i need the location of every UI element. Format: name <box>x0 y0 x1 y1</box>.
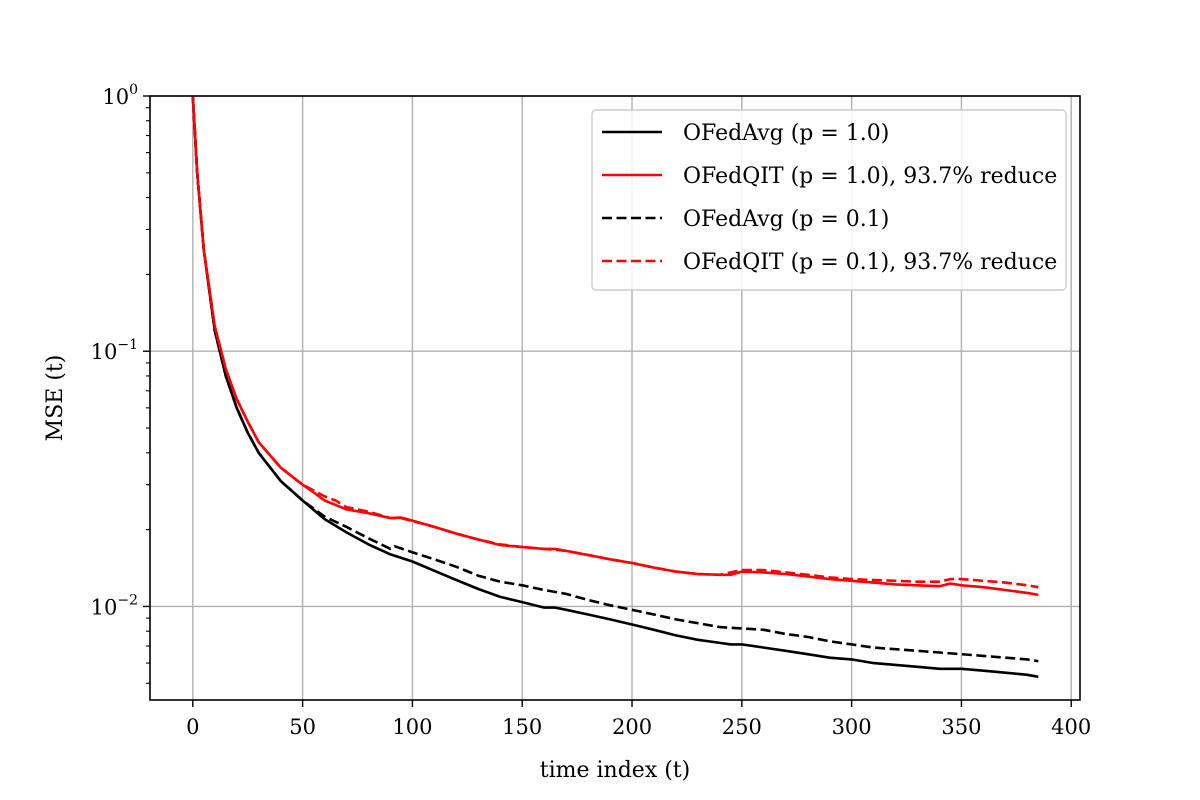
x-axis-label: time index (t) <box>540 758 690 783</box>
y-tick-base: 10 <box>102 85 129 109</box>
y-tick-base: 10 <box>91 595 118 619</box>
legend-entry-label: OFedQIT (p = 1.0), 93.7% reduce <box>683 164 1057 189</box>
series-lines <box>191 95 1039 679</box>
series-line-4 <box>191 95 1039 589</box>
y-tick-exponent: 0 <box>129 82 138 98</box>
x-tick-label: 150 <box>502 715 542 739</box>
y-tick-base: 10 <box>91 340 118 364</box>
legend-entry-label: OFedQIT (p = 0.1), 93.7% reduce <box>683 250 1057 275</box>
legend-entry-label: OFedAvg (p = 1.0) <box>683 121 889 146</box>
y-tick-label: 10−1 <box>91 337 138 364</box>
y-tick-label: 10−2 <box>91 592 138 619</box>
x-tick-label: 200 <box>612 715 652 739</box>
y-axis-label: MSE (t) <box>43 355 68 442</box>
legend-box <box>591 109 1067 291</box>
x-tick-label: 250 <box>722 715 762 739</box>
x-tick-label: 100 <box>392 715 432 739</box>
x-tick-label: 350 <box>941 715 981 739</box>
y-tick-exponent: −2 <box>117 592 138 608</box>
x-tick-label: 300 <box>832 715 872 739</box>
x-tick-label: 400 <box>1051 715 1091 739</box>
legend: OFedAvg (p = 1.0) OFedQIT (p = 1.0), 93.7… <box>591 109 1067 291</box>
y-tick-exponent: −1 <box>117 337 138 353</box>
legend-entry-label: OFedAvg (p = 0.1) <box>683 207 889 232</box>
x-tick-label: 50 <box>289 715 316 739</box>
x-tick-label: 0 <box>186 715 199 739</box>
series-line-3 <box>191 95 1039 663</box>
y-tick-label: 100 <box>102 82 138 109</box>
axes-frame <box>149 95 1081 701</box>
